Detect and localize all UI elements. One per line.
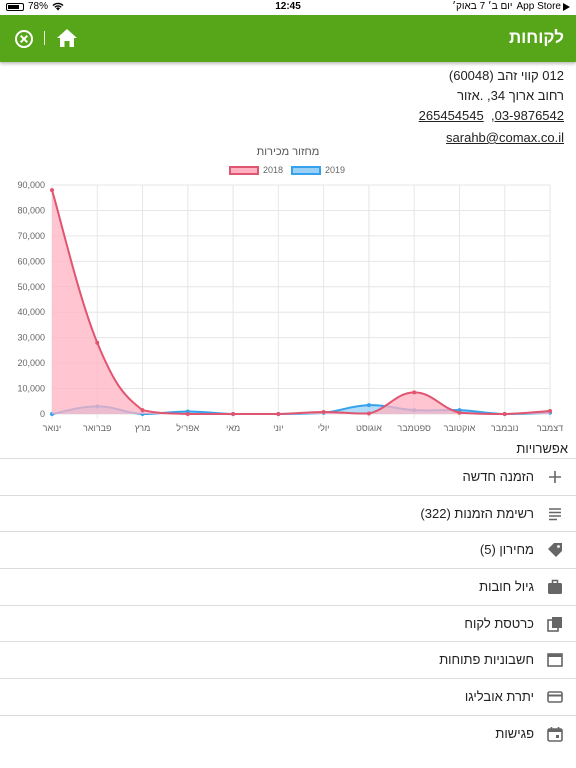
point-2018 (548, 408, 552, 413)
customer-name: 012 קווי זהב (60048) (448, 68, 564, 83)
x-tick-label: ספטמבר (397, 423, 431, 433)
y-tick-label: 80,000 (17, 205, 45, 215)
menu-item-credit-card[interactable]: יתרת אובליגו (0, 678, 576, 715)
calendar-icon (546, 725, 564, 743)
x-tick-label: יולי (318, 423, 330, 433)
copy-icon (546, 615, 564, 633)
options-heading: אפשרויות (516, 441, 568, 456)
status-date: יום ב׳ 7 באוק׳ (452, 1, 513, 12)
legend-label-2019: 2019 (325, 165, 346, 175)
point-2018 (50, 188, 54, 193)
battery-icon (6, 2, 24, 11)
y-tick-label: 40,000 (17, 307, 45, 317)
phone-link-secondary[interactable]: 265454545 (418, 108, 484, 123)
wifi-icon (52, 2, 64, 11)
x-tick-label: נובמבר (491, 423, 519, 433)
point-2018 (321, 409, 326, 414)
point-2018 (366, 411, 371, 416)
x-tick-label: דצמבר (537, 423, 563, 433)
menu-item-label: רשימת הזמנות (322) (420, 505, 534, 521)
sales-chart: 0 10,000 20,000 30,000 40,000 50,000 60,000 70,… (17, 180, 563, 433)
menu-item-window[interactable]: חשבוניות פתוחות (0, 641, 576, 679)
x-tick-label: אפריל (176, 423, 199, 433)
menu-item-tag[interactable]: מחירון (5) (0, 531, 576, 569)
back-app-label: App Store (516, 1, 561, 12)
point-2019 (366, 403, 371, 408)
credit-card-icon (546, 688, 564, 706)
back-to-app-link[interactable]: App Store (517, 1, 570, 12)
app-header: לקוחות (0, 15, 576, 62)
customer-address: רחוב ארוך 34, .אזור (457, 88, 564, 103)
window-icon (546, 651, 564, 669)
y-tick-label: 50,000 (17, 282, 45, 292)
options-menu: הזמנה חדשה רשימת הזמנות (322) מחירון (5) גי… (0, 458, 576, 752)
point-2018 (185, 412, 190, 416)
phone-separator: , (490, 108, 495, 123)
y-tick-label: 20,000 (17, 358, 45, 368)
y-tick-label: 70,000 (17, 231, 45, 241)
battery-level (8, 4, 19, 9)
menu-item-briefcase[interactable]: גיול חובות (0, 568, 576, 605)
home-icon (57, 29, 77, 47)
point-2018 (502, 412, 507, 416)
menu-item-label: פגישות (495, 725, 534, 741)
legend-item-2018[interactable]: 2018 (229, 165, 283, 175)
close-button[interactable] (14, 29, 34, 49)
list-icon (546, 505, 564, 523)
customer-contact: 012 קווי זהב (60048) רחוב ארוך 34, .אזור… (144, 66, 564, 148)
legend-swatch-2019 (291, 165, 321, 175)
x-tick-label: יוני (273, 423, 284, 433)
status-time: 12:45 (275, 1, 301, 12)
y-tick-label: 10,000 (17, 384, 45, 394)
menu-item-label: מחירון (5) (479, 542, 534, 558)
menu-item-label: חשבוניות פתוחות (439, 652, 534, 668)
x-tick-label: מרץ (135, 423, 151, 433)
chart-title: מחזור מכירות (256, 146, 320, 158)
menu-item-label: הזמנה חדשה (462, 469, 534, 484)
x-tick-label: אוקטובר (444, 423, 476, 433)
play-arrow-icon (563, 2, 570, 11)
y-tick-label: 60,000 (17, 256, 45, 266)
status-left: 78% (6, 1, 64, 12)
menu-item-label: יתרת אובליגו (464, 689, 534, 705)
plus-icon (546, 468, 564, 486)
status-bar: 78% 12:45 יום ב׳ 7 באוק׳ App Store (0, 0, 576, 14)
legend-label-2018: 2018 (263, 165, 284, 175)
legend-item-2019[interactable]: 2019 (291, 165, 345, 175)
customer-phones: 03-9876542, 265454545 (144, 106, 564, 126)
point-2018 (140, 408, 145, 413)
y-tick-label: 90,000 (17, 180, 45, 190)
point-2018 (276, 412, 281, 416)
point-2018 (231, 412, 236, 416)
menu-item-label: כרטסת לקוח (464, 615, 534, 631)
line-2018 (51, 189, 551, 416)
menu-item-copy[interactable]: כרטסת לקוח (0, 604, 576, 642)
email-link[interactable]: sarahb@comax.co.il (446, 130, 564, 145)
x-tick-label: פברואר (83, 423, 111, 433)
menu-item-calendar[interactable]: פגישות (0, 714, 576, 752)
legend-swatch-2018 (229, 165, 259, 175)
briefcase-icon (546, 578, 564, 596)
page-title: לקוחות (508, 28, 564, 47)
menu-item-plus[interactable]: הזמנה חדשה (0, 458, 576, 495)
home-button[interactable] (56, 27, 78, 49)
x-tick-label: ינואר (43, 423, 62, 433)
chart-legend: 2018 2019 (0, 165, 576, 179)
x-tick-label: מאי (226, 423, 240, 433)
y-tick-label: 30,000 (17, 333, 45, 343)
close-circle-icon (15, 30, 33, 48)
x-tick-label: אוגוסט (356, 423, 382, 433)
menu-item-label: גיול חובות (479, 579, 534, 595)
menu-item-list[interactable]: רשימת הזמנות (322) (0, 494, 576, 532)
area-2018 (52, 190, 550, 414)
header-divider (44, 31, 45, 45)
phone-link-primary[interactable]: 03-9876542 (494, 108, 564, 123)
y-tick-label: 0 (40, 409, 45, 419)
point-2018 (457, 410, 462, 415)
point-2018 (95, 340, 100, 345)
tag-icon (546, 541, 564, 559)
battery-percent: 78% (28, 1, 49, 12)
point-2018 (412, 390, 417, 395)
status-right: יום ב׳ 7 באוק׳ App Store (452, 1, 570, 12)
